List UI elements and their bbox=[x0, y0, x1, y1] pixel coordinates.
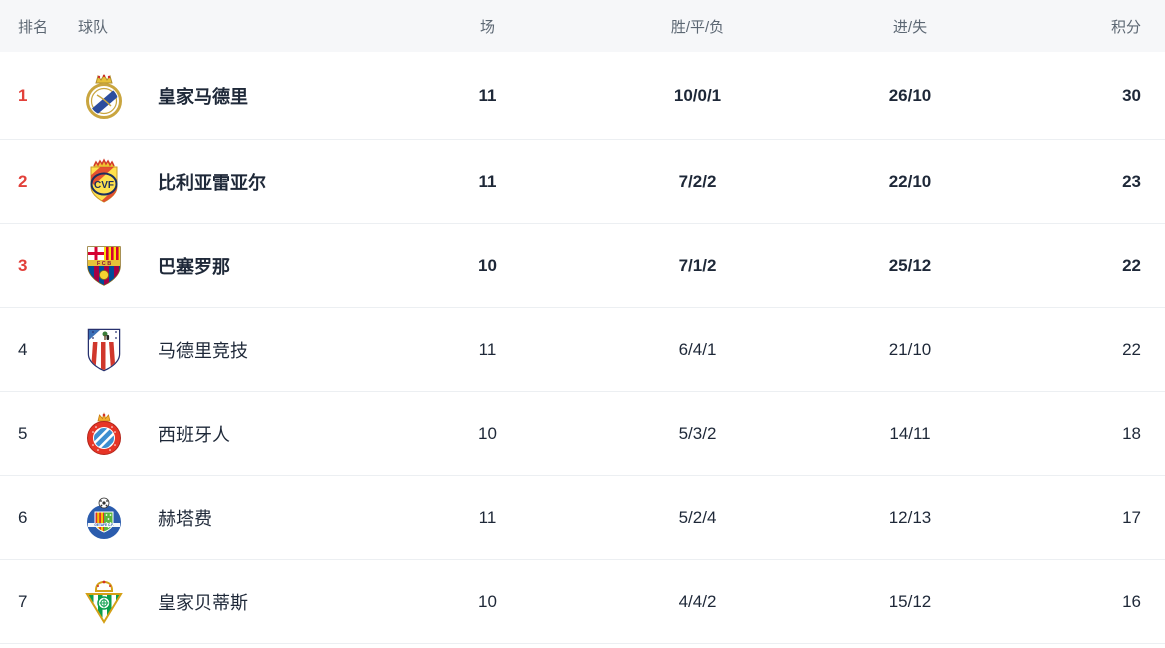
svg-text:CVF: CVF bbox=[94, 180, 114, 191]
header-rank: 排名 bbox=[18, 18, 49, 36]
played-cell: 11 bbox=[478, 85, 497, 105]
rank-cell: 7 bbox=[18, 591, 28, 611]
header-team: 球队 bbox=[78, 18, 109, 36]
goals-cell: 14/11 bbox=[889, 423, 931, 443]
team-name: 比利亚雷亚尔 bbox=[158, 172, 266, 193]
goals-cell: 26/10 bbox=[888, 85, 932, 105]
team-cell: F C B 巴塞罗那 bbox=[78, 242, 430, 290]
table-row[interactable]: 2 CVF 比利亚雷亚尔 11 7/2/2 22/10 23 bbox=[0, 140, 1165, 224]
rank-cell: 2 bbox=[18, 171, 28, 191]
points-cell: 23 bbox=[1122, 171, 1141, 191]
team-cell: 西班牙人 bbox=[78, 410, 430, 458]
barcelona-crest-icon: F C B bbox=[80, 242, 128, 290]
team-cell: 皇家贝蒂斯 bbox=[78, 578, 430, 626]
rank-cell: 6 bbox=[18, 507, 28, 527]
team-name: 巴塞罗那 bbox=[158, 256, 230, 277]
real-madrid-crest-icon bbox=[80, 72, 128, 120]
played-cell: 11 bbox=[478, 507, 497, 527]
team-name: 西班牙人 bbox=[158, 424, 230, 445]
team-cell: CVF 比利亚雷亚尔 bbox=[78, 157, 430, 206]
goals-cell: 21/10 bbox=[888, 339, 932, 359]
svg-text:F C B: F C B bbox=[97, 261, 111, 267]
played-cell: 10 bbox=[478, 255, 497, 275]
points-cell: 22 bbox=[1122, 339, 1141, 359]
points-cell: 18 bbox=[1122, 423, 1141, 443]
goals-cell: 22/10 bbox=[888, 171, 932, 191]
table-row[interactable]: 1 皇家马德里 11 10/0/1 26/10 30 bbox=[0, 52, 1165, 140]
table-row[interactable]: 7 bbox=[0, 560, 1165, 644]
rank-cell: 3 bbox=[18, 255, 28, 275]
svg-text:GETAFE C.F.: GETAFE C.F. bbox=[94, 523, 113, 527]
wdl-cell: 7/2/2 bbox=[678, 171, 717, 191]
table-header-row: 排名 球队 场 胜/平/负 进/失 积分 bbox=[0, 0, 1165, 52]
atletico-madrid-crest-icon bbox=[80, 326, 128, 374]
real-betis-crest-icon bbox=[80, 578, 128, 626]
team-name: 皇家马德里 bbox=[158, 86, 248, 107]
espanyol-crest-icon bbox=[80, 410, 128, 458]
team-name: 皇家贝蒂斯 bbox=[158, 592, 248, 613]
rank-cell: 5 bbox=[18, 423, 28, 443]
wdl-cell: 6/4/1 bbox=[678, 339, 717, 359]
team-cell: GETAFE C.F. 赫塔费 bbox=[78, 494, 430, 542]
team-cell: 马德里竞技 bbox=[78, 326, 430, 374]
villarreal-crest-icon: CVF bbox=[80, 157, 128, 206]
wdl-cell: 5/3/2 bbox=[678, 423, 717, 443]
points-cell: 17 bbox=[1122, 507, 1141, 527]
table-row[interactable]: 4 bbox=[0, 308, 1165, 392]
header-wdl: 胜/平/负 bbox=[670, 18, 725, 36]
goals-cell: 25/12 bbox=[888, 255, 932, 275]
header-played: 场 bbox=[479, 18, 495, 36]
table-row[interactable]: 6 bbox=[0, 476, 1165, 560]
table-row[interactable]: 3 bbox=[0, 224, 1165, 308]
played-cell: 10 bbox=[478, 591, 497, 611]
played-cell: 11 bbox=[478, 171, 497, 191]
wdl-cell: 7/1/2 bbox=[678, 255, 717, 275]
wdl-cell: 4/4/2 bbox=[678, 591, 717, 611]
rank-cell: 1 bbox=[18, 85, 28, 105]
points-cell: 16 bbox=[1122, 591, 1141, 611]
team-name: 马德里竞技 bbox=[158, 340, 248, 361]
wdl-cell: 10/0/1 bbox=[673, 85, 722, 105]
team-cell: 皇家马德里 bbox=[78, 72, 430, 120]
team-name: 赫塔费 bbox=[158, 508, 212, 529]
goals-cell: 12/13 bbox=[888, 507, 932, 527]
played-cell: 11 bbox=[478, 339, 497, 359]
rank-cell: 4 bbox=[18, 339, 28, 359]
header-points: 积分 bbox=[1110, 18, 1141, 36]
wdl-cell: 5/2/4 bbox=[678, 507, 717, 527]
goals-cell: 15/12 bbox=[888, 591, 932, 611]
header-goals: 进/失 bbox=[892, 18, 928, 36]
played-cell: 10 bbox=[478, 423, 497, 443]
points-cell: 30 bbox=[1122, 85, 1141, 105]
getafe-crest-icon: GETAFE C.F. bbox=[80, 494, 128, 542]
points-cell: 22 bbox=[1122, 255, 1141, 275]
table-row[interactable]: 5 bbox=[0, 392, 1165, 476]
